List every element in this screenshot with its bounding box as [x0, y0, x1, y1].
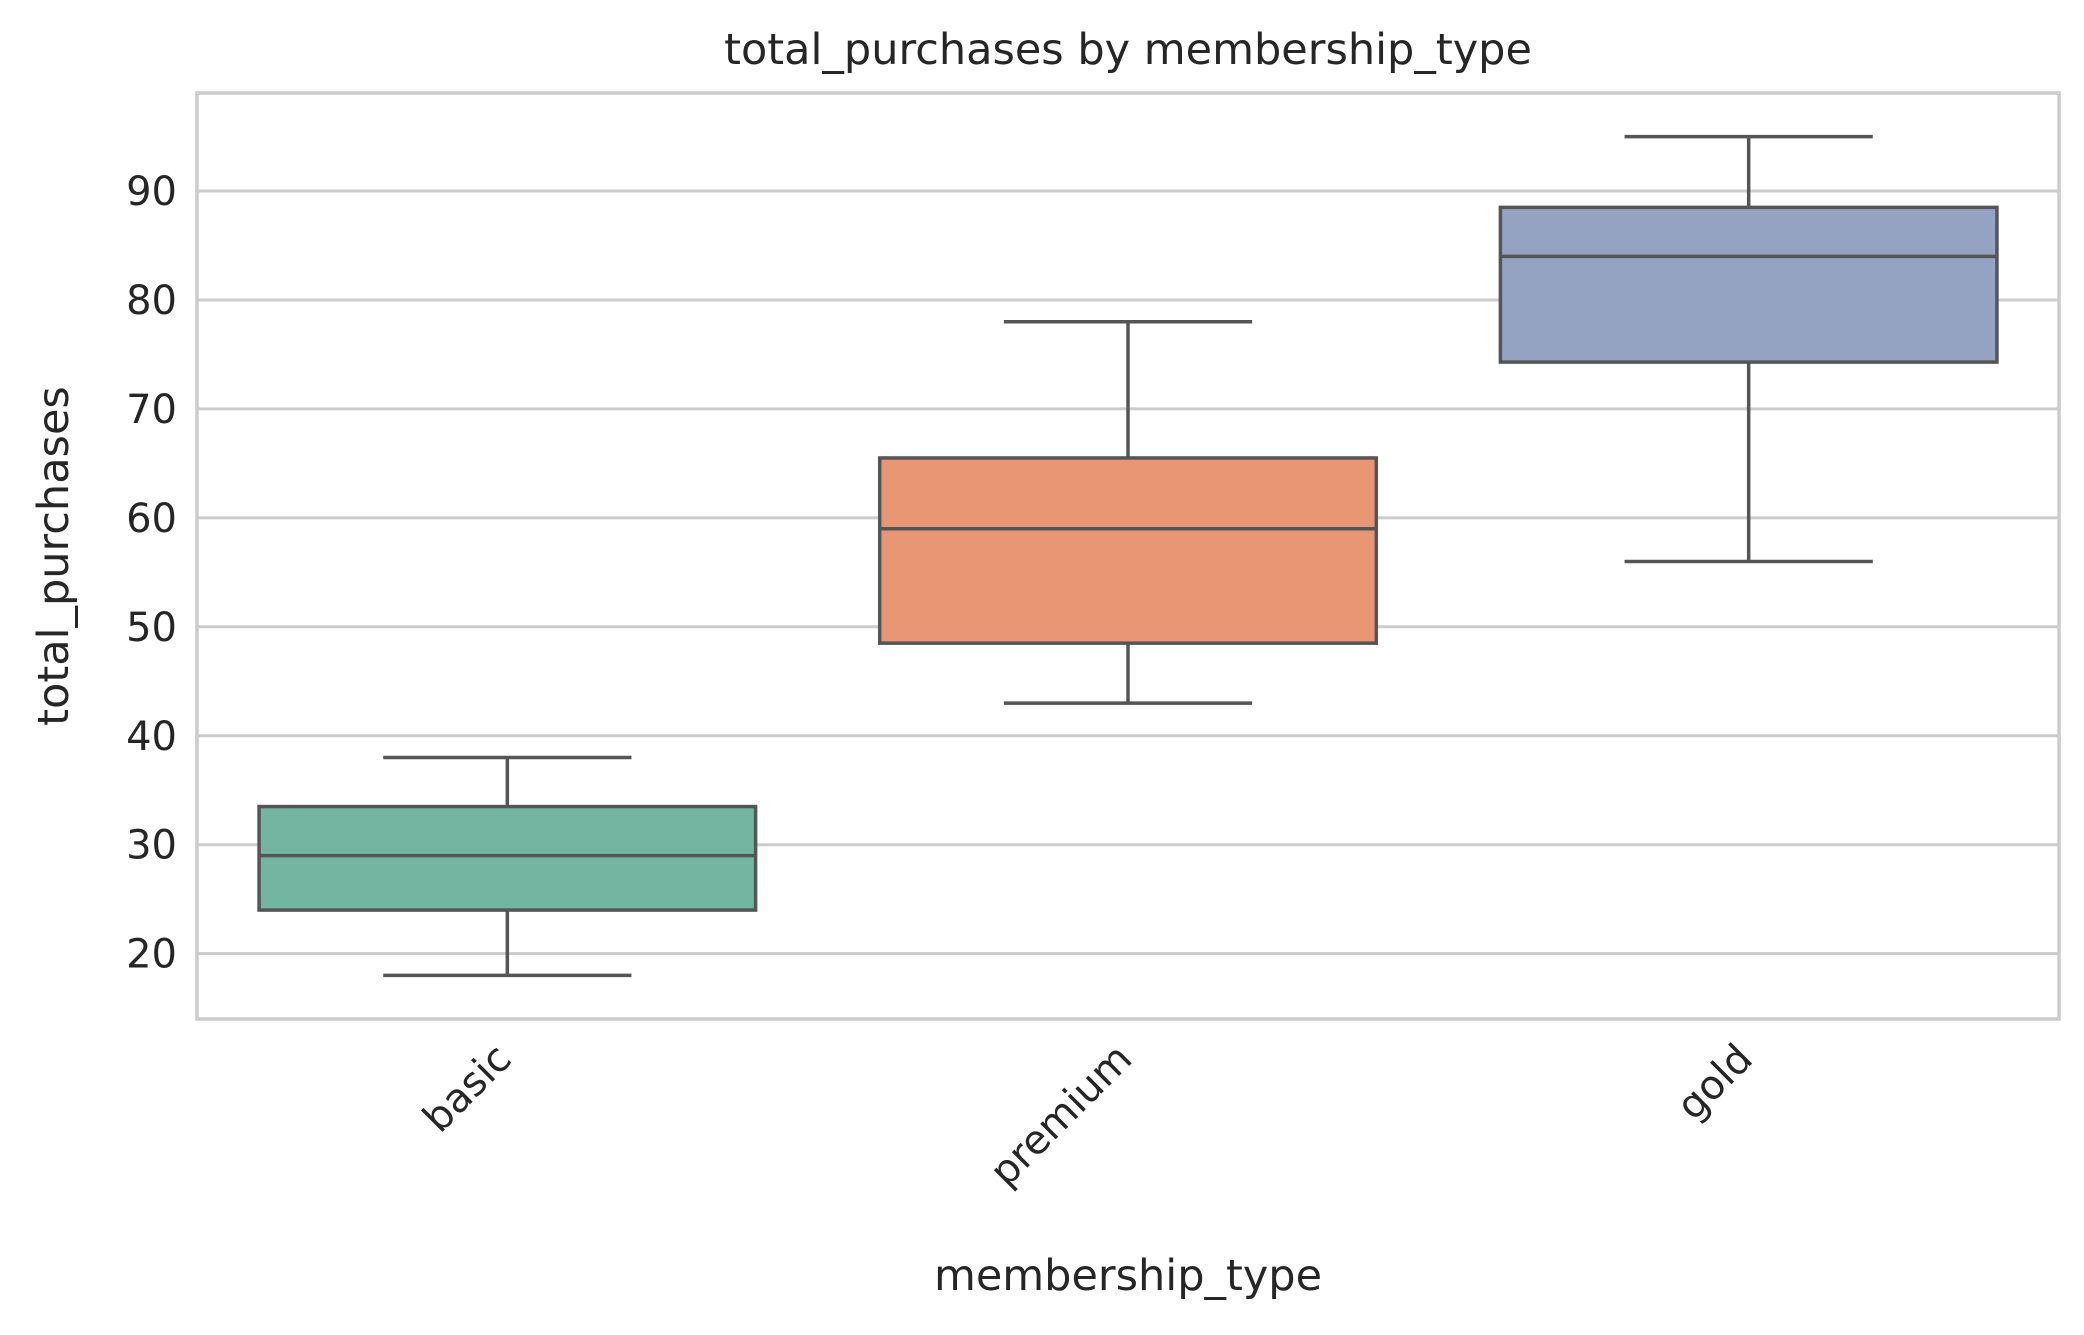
y-tick-label: 70	[126, 387, 177, 433]
box-basic	[257, 755, 758, 978]
boxes	[257, 134, 1999, 978]
y-tick-label: 30	[126, 823, 177, 869]
iqr-box	[877, 456, 1379, 645]
iqr-box	[257, 804, 758, 912]
y-tick-labels: 20 30 40 50 60 70 80 90	[126, 169, 177, 978]
x-axis-label: membership_type	[934, 1251, 1322, 1301]
box-gold	[1498, 134, 1999, 564]
chart-title: total_purchases by membership_type	[724, 25, 1532, 75]
iqr-box	[1498, 205, 1999, 364]
plot-frame	[195, 91, 2061, 1021]
y-tick-label: 90	[126, 169, 177, 215]
y-axis-label: total_purchases	[29, 386, 79, 726]
y-tick-label: 20	[126, 932, 177, 978]
y-tick-label: 80	[126, 278, 177, 324]
box-premium	[877, 320, 1379, 705]
y-tick-label: 50	[126, 605, 177, 651]
y-tick-label: 40	[126, 714, 177, 760]
y-tick-label: 60	[126, 496, 177, 542]
